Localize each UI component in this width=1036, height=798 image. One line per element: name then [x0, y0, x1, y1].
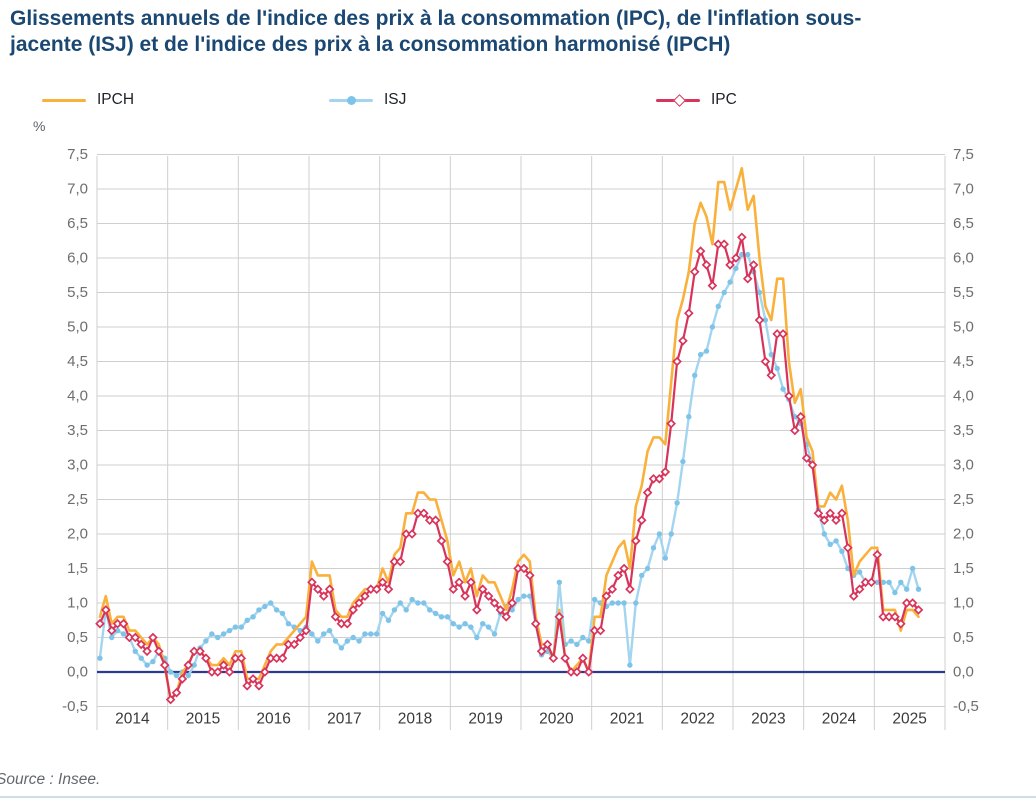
svg-text:1,0: 1,0 [953, 595, 974, 612]
svg-text:2023: 2023 [751, 711, 785, 728]
svg-text:3,5: 3,5 [67, 422, 88, 439]
svg-text:5,0: 5,0 [67, 319, 88, 336]
svg-text:0,0: 0,0 [953, 664, 974, 681]
legend-label-ipc: IPC [711, 91, 737, 108]
svg-text:6,5: 6,5 [67, 215, 88, 232]
svg-text:2,0: 2,0 [953, 526, 974, 543]
legend-item-ipch[interactable]: IPCH [42, 88, 134, 112]
svg-text:7,5: 7,5 [67, 146, 88, 163]
svg-text:4,5: 4,5 [953, 353, 974, 370]
svg-text:2,5: 2,5 [67, 491, 88, 508]
svg-text:7,0: 7,0 [953, 181, 974, 198]
svg-text:4,5: 4,5 [67, 353, 88, 370]
series-isj-markers [97, 251, 922, 679]
svg-text:3,0: 3,0 [953, 457, 974, 474]
svg-text:6,5: 6,5 [953, 215, 974, 232]
line-chart-plot-area[interactable]: 7,5 7,5 7,0 7,0 6,5 6,5 6,0 6,0 5,5 5,5 5,0 5,0 4,5 4… [0, 0, 1036, 760]
legend-item-isj[interactable]: ISJ [329, 88, 406, 112]
gridlines [96, 154, 946, 730]
ipch-line-swatch [42, 90, 86, 110]
svg-text:5,0: 5,0 [953, 319, 974, 336]
series-ipc-markers [95, 232, 924, 705]
y-axis-labels: 7,5 7,5 7,0 7,0 6,5 6,5 6,0 6,0 5,5 5,5 5,0 5,0 4,5 4… [62, 146, 979, 715]
isj-line-swatch [329, 90, 373, 110]
svg-text:2021: 2021 [610, 711, 644, 728]
svg-text:2014: 2014 [115, 711, 150, 728]
svg-text:2024: 2024 [822, 711, 857, 728]
series-ipch-line [98, 167, 920, 701]
svg-text:2017: 2017 [327, 711, 361, 728]
svg-text:0,5: 0,5 [953, 629, 974, 646]
svg-text:2016: 2016 [256, 711, 290, 728]
legend-label-isj: ISJ [384, 91, 407, 108]
svg-text:1,5: 1,5 [67, 560, 88, 577]
svg-text:2015: 2015 [186, 711, 220, 728]
svg-text:5,5: 5,5 [67, 284, 88, 301]
series-ipc-line [98, 236, 920, 701]
svg-text:2,5: 2,5 [953, 491, 974, 508]
svg-text:2,0: 2,0 [67, 526, 88, 543]
svg-text:-0,5: -0,5 [953, 698, 979, 715]
svg-text:4,0: 4,0 [67, 388, 88, 405]
page-title-line1: Glissements annuels de l'indice des prix… [10, 7, 862, 30]
svg-text:0,0: 0,0 [67, 664, 88, 681]
legend-label-ipch: IPCH [97, 91, 135, 108]
svg-text:0,5: 0,5 [67, 629, 88, 646]
bottom-divider [0, 796, 1036, 798]
svg-text:-0,5: -0,5 [62, 698, 88, 715]
svg-text:2025: 2025 [892, 711, 926, 728]
svg-text:2022: 2022 [680, 711, 714, 728]
page-title-line2: jacente (ISJ) et de l'indice des prix à … [10, 33, 731, 57]
svg-text:1,0: 1,0 [67, 595, 88, 612]
legend-item-ipc[interactable]: IPC [656, 88, 737, 112]
source-note: Source : Insee. [0, 771, 101, 788]
svg-text:1,5: 1,5 [953, 560, 974, 577]
svg-text:6,0: 6,0 [67, 250, 88, 267]
svg-text:2020: 2020 [539, 711, 574, 728]
svg-text:3,5: 3,5 [953, 422, 974, 439]
svg-text:2018: 2018 [398, 711, 432, 728]
svg-text:3,0: 3,0 [67, 457, 88, 474]
svg-text:5,5: 5,5 [953, 284, 974, 301]
svg-text:7,0: 7,0 [67, 181, 88, 198]
svg-text:2019: 2019 [468, 711, 502, 728]
svg-text:7,5: 7,5 [953, 146, 974, 163]
x-axis-year-labels: 2014 2015 2016 2017 2018 2019 2020 2021 2022 2023… [115, 711, 927, 728]
svg-text:4,0: 4,0 [953, 388, 974, 405]
page-title: Glissements annuels de l'indice des prix… [10, 6, 1024, 59]
svg-text:6,0: 6,0 [953, 250, 974, 267]
y-axis-unit-label: % [33, 118, 46, 134]
ipc-line-swatch [656, 90, 700, 110]
